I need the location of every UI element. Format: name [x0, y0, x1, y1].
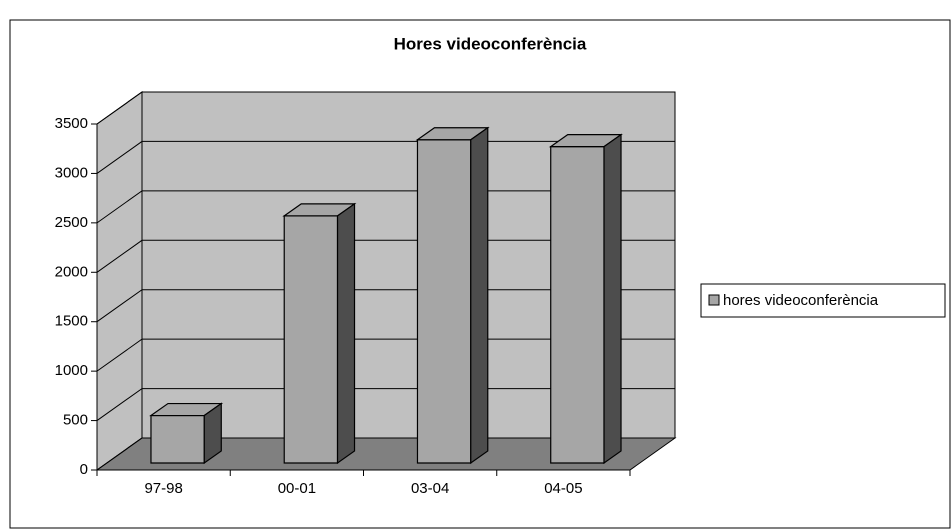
chart-title: Hores videoconferència [394, 34, 587, 53]
side-wall [96, 91, 143, 471]
y-tick-label: 0 [80, 461, 88, 478]
y-tick-label: 2000 [55, 263, 88, 280]
legend-swatch [708, 294, 720, 306]
grid-line [96, 91, 675, 125]
bar-side [603, 133, 622, 465]
grid-line [96, 388, 675, 421]
bar-front [150, 414, 205, 464]
x-tick-label: 00-01 [278, 480, 316, 497]
y-tick-label: 1500 [55, 313, 88, 330]
bar-front [283, 215, 339, 464]
grid-line [96, 437, 675, 471]
y-tick-label: 2500 [55, 214, 88, 231]
bar [149, 402, 224, 465]
bar-front [550, 146, 605, 464]
x-tick-label: 03-04 [411, 480, 449, 497]
bar-side [470, 126, 489, 465]
grid-line [96, 289, 675, 323]
grid-line [96, 140, 675, 174]
x-tick-label: 04-05 [544, 480, 582, 497]
grid-line [96, 338, 675, 372]
bar [282, 202, 357, 465]
grid-line [96, 239, 675, 273]
legend-label: hores videoconferència [723, 292, 879, 309]
bar-front [416, 139, 472, 464]
y-tick-label: 3500 [55, 115, 88, 132]
y-tick-label: 3000 [55, 164, 88, 181]
bar-side [203, 402, 222, 465]
bar [415, 126, 490, 465]
x-tick-label: 97-98 [144, 480, 182, 497]
y-tick-label: 500 [63, 412, 88, 429]
legend-box [700, 283, 946, 318]
bar [548, 133, 623, 465]
grid-line [96, 190, 675, 224]
y-tick-label: 1000 [55, 362, 88, 379]
bar-side [336, 202, 356, 465]
